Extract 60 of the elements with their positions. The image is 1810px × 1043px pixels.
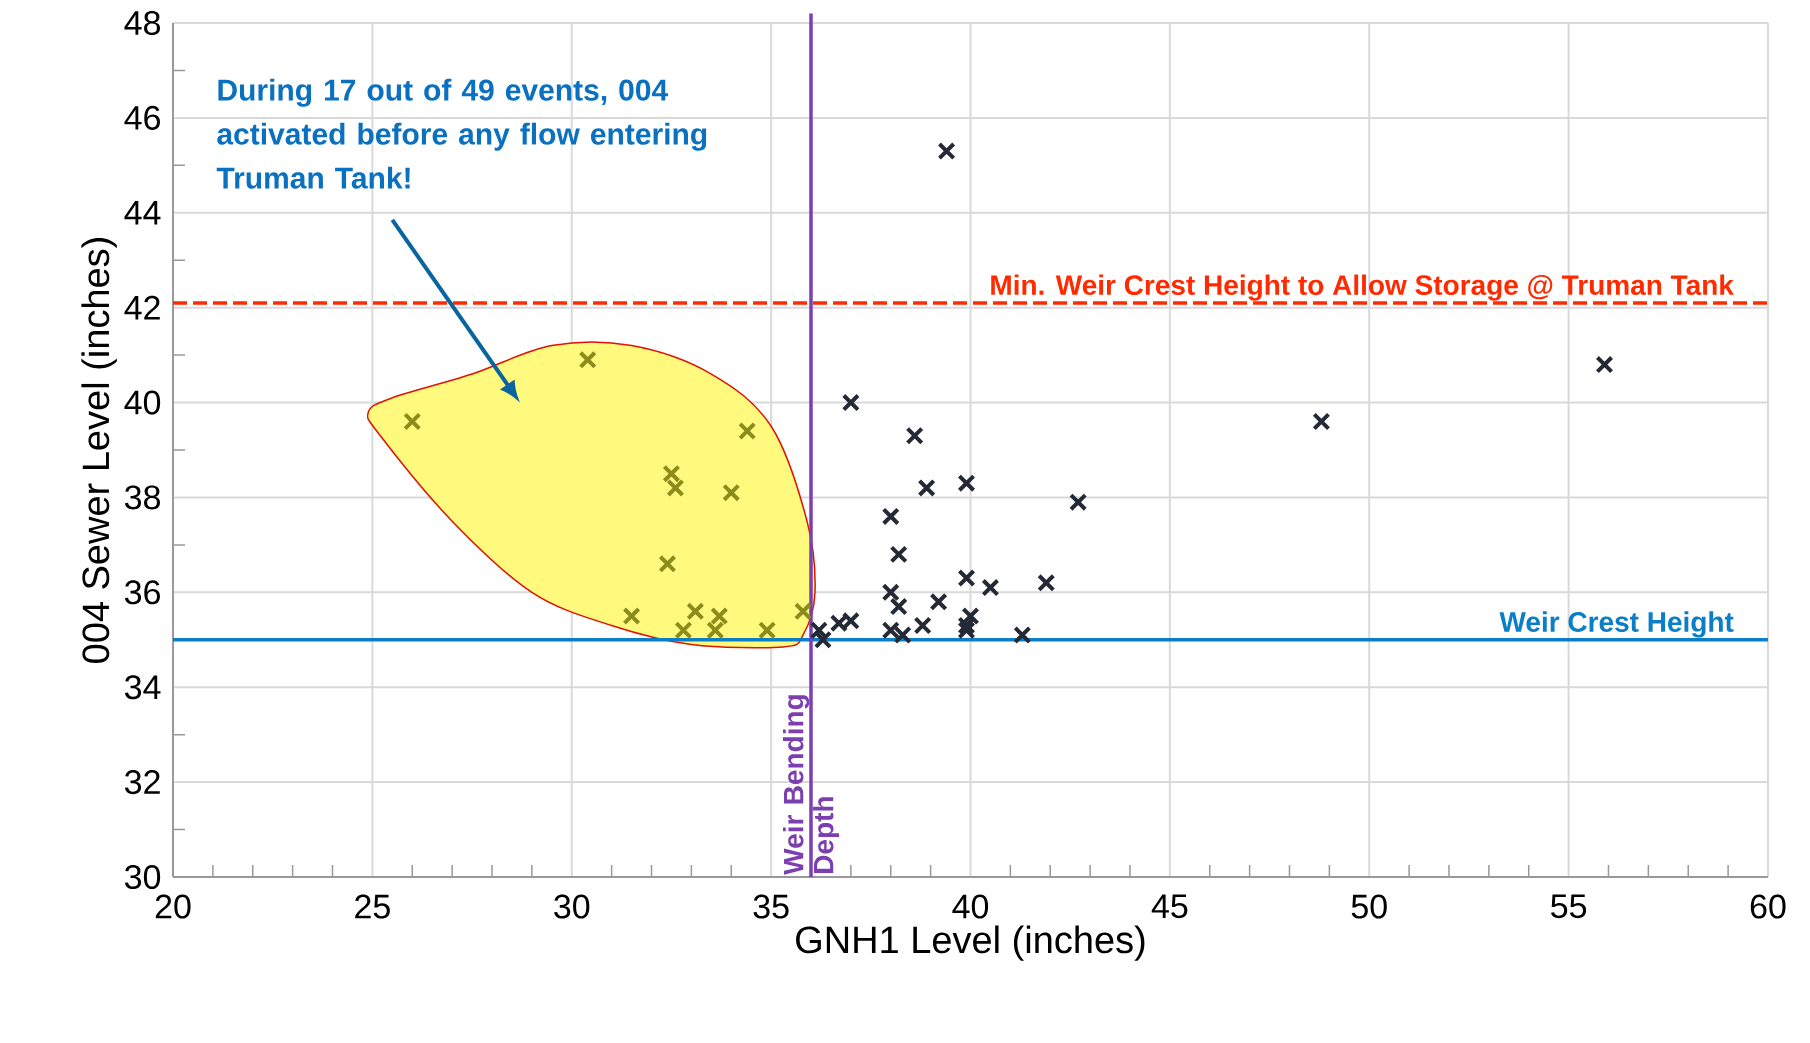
ref-line-label: Weir Bending Depth [782, 695, 840, 875]
y-tick-label: 40 [124, 390, 161, 415]
point [813, 630, 833, 649]
x-axis-title: GNH1 Level (inches) [796, 925, 1145, 961]
x-tick-label: 25 [355, 894, 390, 919]
point [1037, 573, 1056, 592]
point [1595, 355, 1614, 374]
point [957, 569, 976, 588]
point [889, 545, 908, 564]
point [881, 583, 900, 602]
point [1013, 625, 1032, 645]
point [929, 592, 948, 611]
point [710, 606, 729, 626]
point [722, 483, 741, 502]
point [758, 621, 777, 640]
y-tick-label: 46 [124, 105, 160, 130]
point [809, 621, 829, 640]
point [913, 616, 932, 635]
annotation: During 17 out of 49 events, 004 activated before any flow entering Truman Tank! [216, 78, 707, 189]
y-tick-label: 42 [124, 295, 160, 320]
point [622, 606, 641, 626]
x-tick-label: 55 [1551, 894, 1587, 919]
point [666, 478, 685, 498]
point [658, 554, 677, 573]
point [403, 412, 422, 431]
point [1069, 493, 1088, 512]
point [1312, 412, 1331, 431]
y-tick-label: 34 [124, 675, 161, 700]
point [937, 142, 956, 161]
point [881, 507, 900, 526]
point [841, 393, 860, 412]
point [706, 621, 725, 640]
y-tick-label: 38 [124, 485, 160, 510]
point [917, 478, 936, 498]
point [981, 578, 1000, 597]
x-tick-label: 60 [1750, 894, 1786, 919]
y-axis-title: 004 Sewer Level (inches) [81, 238, 117, 663]
y-tick-label: 30 [124, 864, 161, 890]
ref-line-label: Min. Weir Crest Height to Allow Storage @ Truman Tank [991, 274, 1734, 301]
point [578, 350, 597, 369]
x-tick-label: 50 [1351, 894, 1387, 919]
point [793, 602, 813, 621]
point [662, 464, 681, 483]
x-tick-label: 45 [1151, 894, 1188, 919]
point [905, 426, 924, 445]
x-tick-label: 40 [952, 894, 989, 919]
point [961, 606, 980, 626]
ref-line-label: Weir Crest Height [1499, 611, 1734, 638]
x-tick-label: 20 [155, 894, 191, 919]
point [686, 602, 705, 621]
point [889, 597, 908, 616]
point [957, 474, 976, 493]
point [674, 621, 693, 640]
y-tick-label: 48 [124, 10, 160, 36]
y-tick-label: 32 [124, 770, 160, 795]
y-tick-label: 44 [124, 201, 161, 225]
y-tick-label: 36 [124, 580, 160, 605]
x-tick-label: 30 [554, 894, 590, 919]
point [738, 421, 757, 441]
x-tick-label: 35 [753, 894, 789, 919]
